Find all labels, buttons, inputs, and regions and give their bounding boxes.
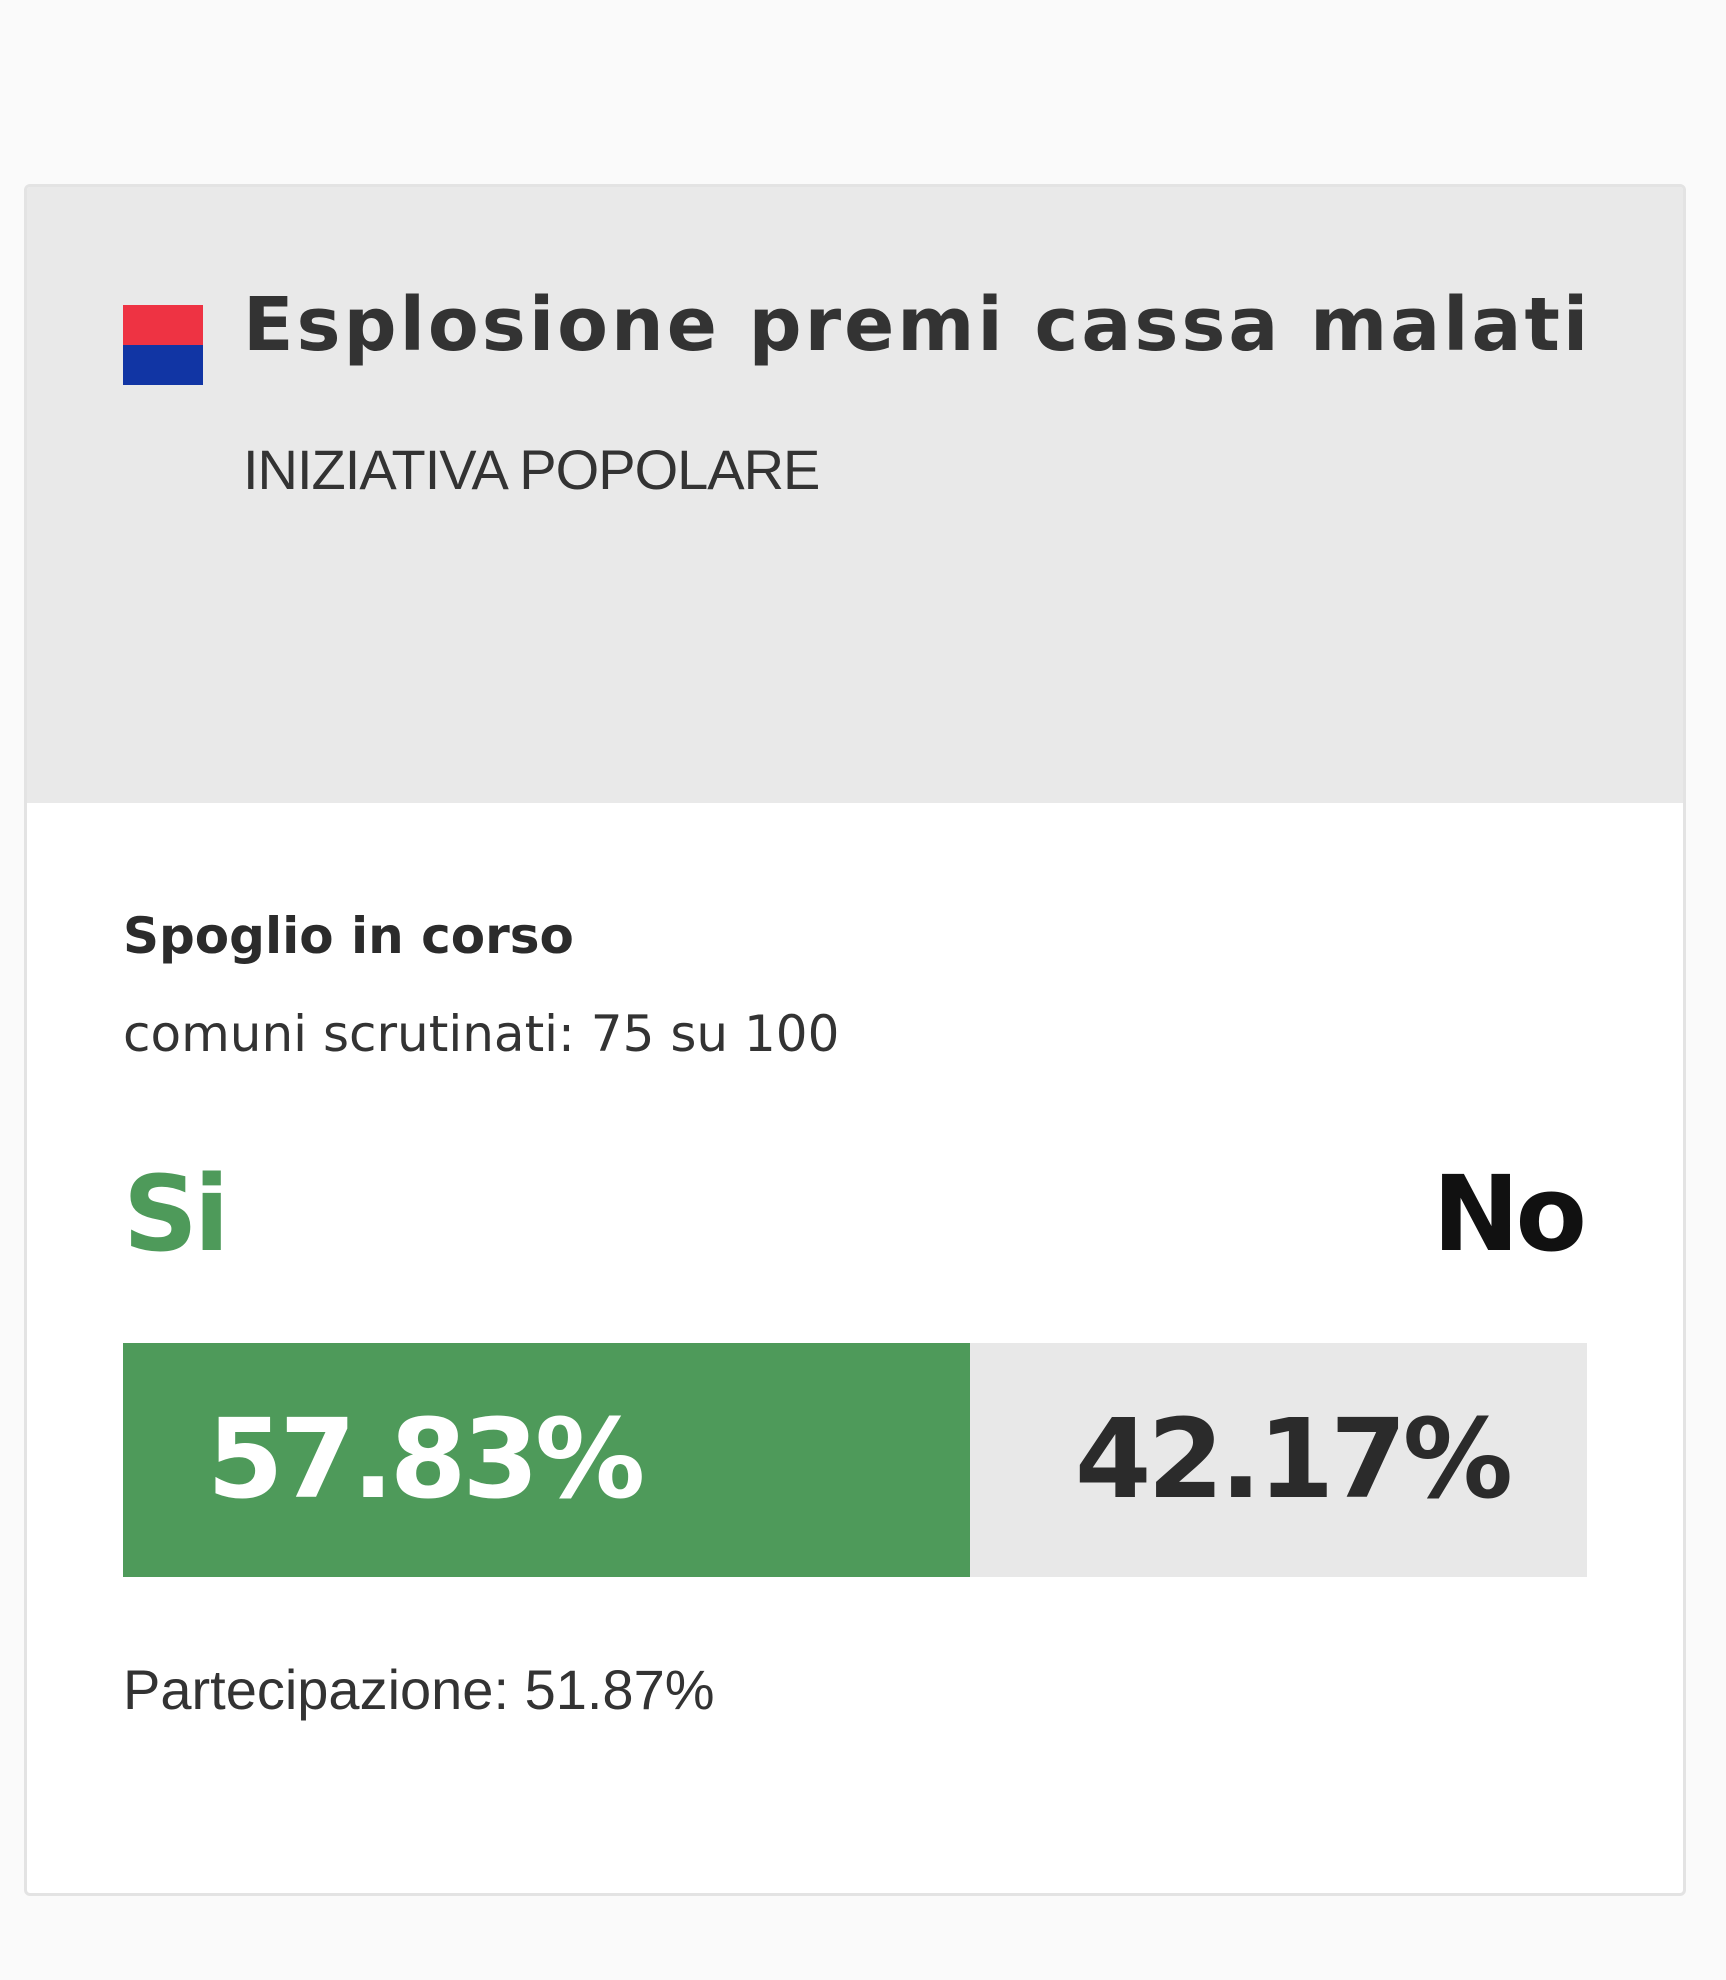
municipalities-counted: comuni scrutinati: 75 su 100 [123, 1005, 840, 1063]
turnout: Partecipazione: 51.87% [123, 1658, 715, 1721]
flag-red-stripe [123, 305, 203, 345]
result-bar: 57.83% 42.17% [123, 1343, 1587, 1577]
no-label: No [1432, 1153, 1587, 1275]
canton-flag-icon [123, 305, 203, 385]
flag-blue-stripe [123, 345, 203, 385]
vote-title: Esplosione premi cassa malati [243, 282, 1592, 368]
card-header: Esplosione premi cassa malati INIZIATIVA… [27, 187, 1683, 803]
counting-status: Spoglio in corso [123, 907, 574, 965]
yes-percentage: 57.83% [207, 1395, 645, 1523]
vote-result-card: Esplosione premi cassa malati INIZIATIVA… [24, 184, 1686, 1896]
yes-share-fill [123, 1343, 970, 1577]
no-percentage: 42.17% [1074, 1395, 1513, 1523]
yes-label: Si [123, 1153, 230, 1275]
vote-type: INIZIATIVA POPOLARE [243, 438, 820, 501]
